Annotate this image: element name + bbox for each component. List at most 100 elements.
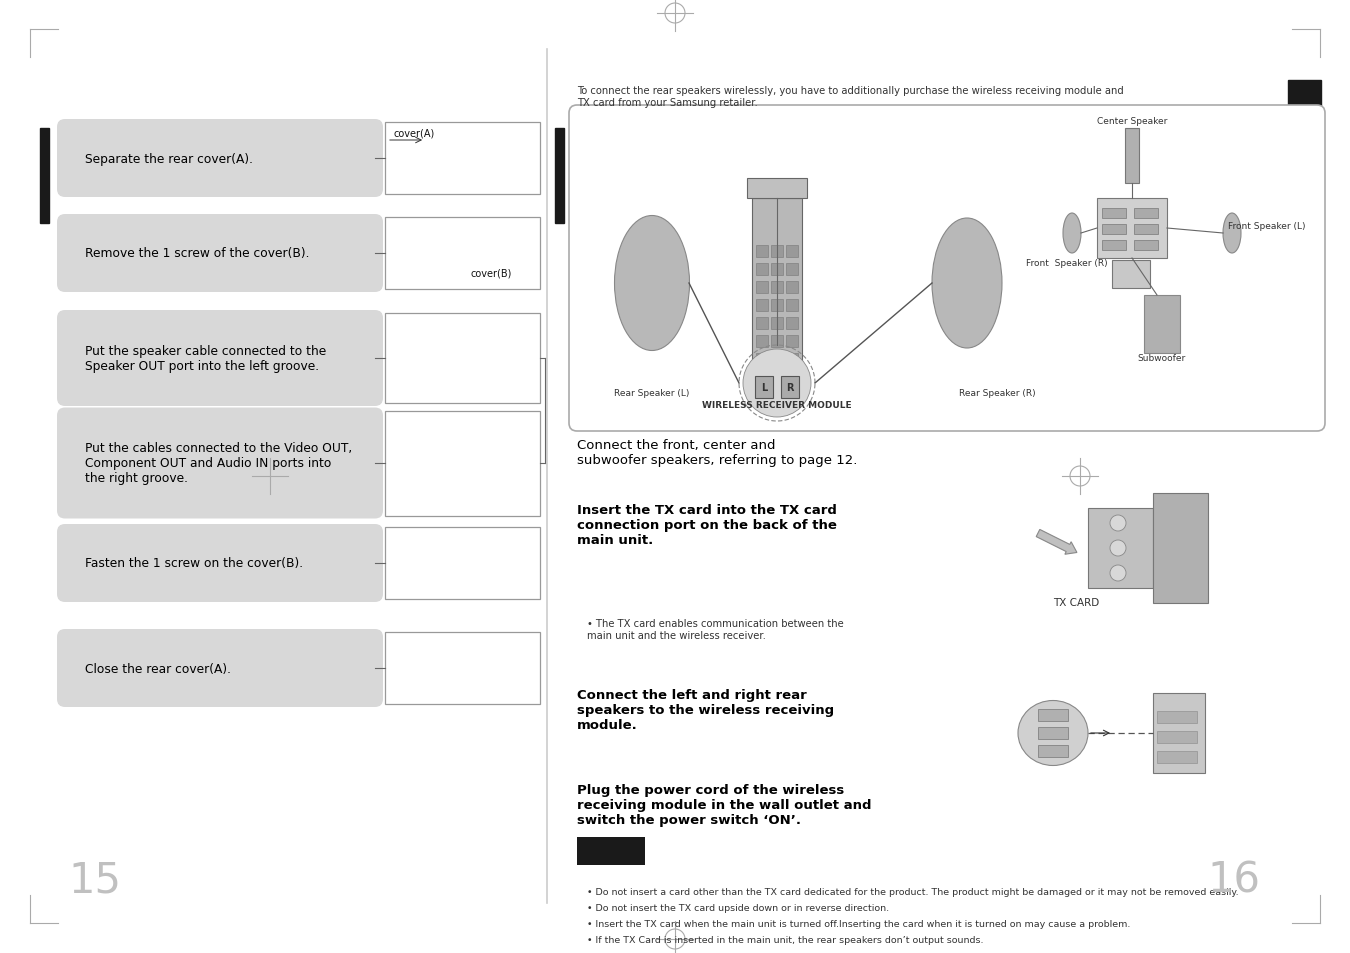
Bar [1112,261,1150,289]
Bar [771,335,783,348]
Bar [385,218,540,290]
Text: Connect the front, center and
subwoofer speakers, referring to page 12.: Connect the front, center and subwoofer … [576,438,857,467]
Bar [1038,745,1068,758]
Bar [1134,225,1158,234]
Bar [385,633,540,704]
Text: Center Speaker: Center Speaker [1096,117,1168,126]
Bar [576,837,645,865]
Text: Separate the rear cover(A).: Separate the rear cover(A). [85,152,252,165]
Bar [1125,129,1139,184]
Bar [1153,494,1208,603]
Circle shape [743,350,811,417]
Bar [771,264,783,275]
Bar [40,129,49,224]
Bar [1102,241,1126,251]
Bar [385,314,540,403]
Ellipse shape [1062,213,1081,253]
Text: Remove the 1 screw of the cover(B).: Remove the 1 screw of the cover(B). [85,247,309,260]
Ellipse shape [931,219,1002,349]
FancyBboxPatch shape [57,311,383,407]
Bar [1038,727,1068,740]
Bar [782,376,799,398]
Circle shape [1110,540,1126,557]
Bar [555,129,564,224]
Bar [1098,199,1166,258]
Bar [1288,81,1322,113]
Bar [756,246,768,257]
Circle shape [1110,516,1126,532]
Bar [385,527,540,599]
Bar [1134,241,1158,251]
Text: Fasten the 1 screw on the cover(B).: Fasten the 1 screw on the cover(B). [85,557,304,570]
Bar [752,199,802,374]
Bar [786,246,798,257]
Text: Rear Speaker (R): Rear Speaker (R) [958,389,1035,397]
Text: cover(A): cover(A) [393,129,435,139]
Bar [747,179,807,199]
Bar [1157,711,1197,723]
Bar [786,354,798,366]
Text: Rear Speaker (L): Rear Speaker (L) [614,389,690,397]
Text: Put the cables connected to the Video OUT,
Component OUT and Audio IN ports into: Put the cables connected to the Video OU… [85,442,352,485]
Circle shape [1110,565,1126,581]
Text: Insert the TX card into the TX card
connection port on the back of the
main unit: Insert the TX card into the TX card conn… [576,503,837,546]
Bar [771,354,783,366]
Bar [755,376,774,398]
Bar [1102,225,1126,234]
Bar [756,282,768,294]
Ellipse shape [1018,700,1088,765]
Text: TX CARD: TX CARD [1053,598,1099,607]
Bar [385,411,540,516]
Bar [1038,709,1068,721]
Bar [1143,295,1180,354]
Bar [786,335,798,348]
Text: Connect the left and right rear
speakers to the wireless receiving
module.: Connect the left and right rear speakers… [576,688,834,731]
Text: • The TX card enables communication between the
main unit and the wireless recei: • The TX card enables communication betw… [587,618,844,639]
Bar [756,299,768,312]
FancyArrow shape [1037,530,1077,555]
Bar [786,299,798,312]
Text: WIRELESS RECEIVER MODULE: WIRELESS RECEIVER MODULE [702,400,852,410]
Bar [771,317,783,330]
Text: Subwoofer: Subwoofer [1138,354,1187,363]
Text: Front Speaker (L): Front Speaker (L) [1228,222,1305,231]
FancyBboxPatch shape [57,524,383,602]
Bar [756,264,768,275]
Bar [1088,509,1153,588]
Bar [385,123,540,194]
Text: R: R [786,382,794,393]
Text: To connect the rear speakers wirelessly, you have to additionally purchase the w: To connect the rear speakers wirelessly,… [576,86,1123,108]
Text: Plug the power cord of the wireless
receiving module in the wall outlet and
swit: Plug the power cord of the wireless rece… [576,783,872,826]
Bar [786,264,798,275]
Text: cover(B): cover(B) [470,268,512,277]
Ellipse shape [1223,213,1241,253]
Bar [1102,209,1126,219]
Text: 16: 16 [1207,859,1260,901]
FancyBboxPatch shape [57,408,383,519]
Bar [786,317,798,330]
Bar [756,354,768,366]
Text: • Do not insert the TX card upside down or in reverse direction.: • Do not insert the TX card upside down … [587,903,890,912]
FancyBboxPatch shape [57,120,383,198]
Bar [1157,731,1197,743]
Text: Front  Speaker (R): Front Speaker (R) [1026,258,1108,268]
Text: • Insert the TX card when the main unit is turned off.Inserting the card when it: • Insert the TX card when the main unit … [587,919,1130,928]
FancyBboxPatch shape [57,214,383,293]
Text: Put the speaker cable connected to the
Speaker OUT port into the left groove.: Put the speaker cable connected to the S… [85,345,327,373]
Bar [1134,209,1158,219]
Text: Close the rear cover(A).: Close the rear cover(A). [85,661,231,675]
Text: • If the TX Card is inserted in the main unit, the rear speakers don’t output so: • If the TX Card is inserted in the main… [587,935,984,944]
Ellipse shape [614,216,690,351]
Text: • Do not insert a card other than the TX card dedicated for the product. The pro: • Do not insert a card other than the TX… [587,887,1239,896]
FancyBboxPatch shape [568,106,1324,432]
Bar [786,282,798,294]
Bar [771,299,783,312]
Bar [756,335,768,348]
Bar [1157,751,1197,763]
Bar [771,282,783,294]
Bar [771,246,783,257]
Bar [756,317,768,330]
Text: 15: 15 [68,859,122,901]
Bar [1153,693,1206,773]
FancyBboxPatch shape [57,629,383,707]
